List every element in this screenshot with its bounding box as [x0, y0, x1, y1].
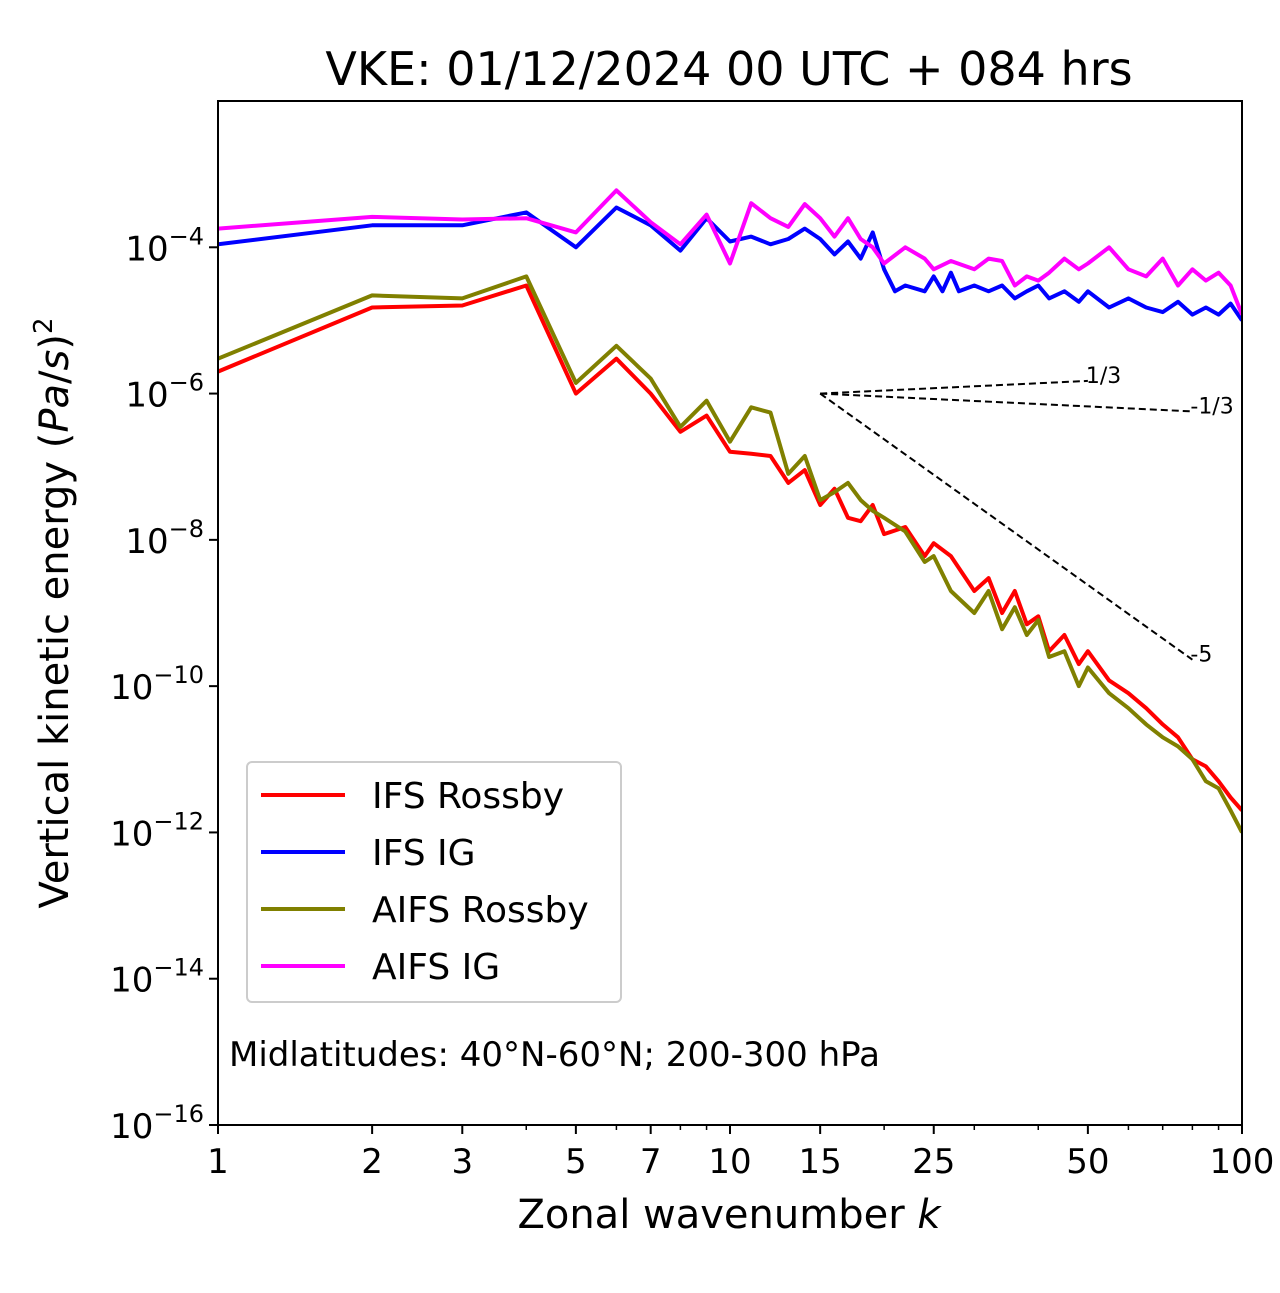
slope-line-2 [820, 392, 1193, 413]
legend-label-aifs-rossby: AIFS Rossby [372, 890, 589, 931]
x-tick-label: 2 [361, 1142, 383, 1182]
x-axis-title: Zonal wavenumber k [517, 1192, 942, 1238]
series-line-aifs-rossby [218, 274, 1242, 834]
x-tick-label: 7 [640, 1142, 662, 1182]
x-tick-label: 5 [565, 1142, 587, 1182]
legend-label-ifs-rossby: IFS Rossby [372, 776, 564, 817]
series-line-aifs-ig [218, 188, 1242, 316]
series-layer [218, 188, 1242, 834]
x-tick-label: 10 [708, 1142, 751, 1182]
y-tick-label: 10−8 [125, 515, 204, 562]
legend-frame [246, 761, 622, 1003]
legend-label-aifs-ig: AIFS IG [372, 947, 500, 988]
region-annotation: Midlatitudes: 40°N-60°N; 200-300 hPa [229, 1035, 880, 1075]
chart-title: VKE: 01/12/2024 00 UTC + 084 hrs [325, 42, 1132, 96]
reference-slopes: 1/3 -1/3 -5 [819, 364, 1234, 668]
series-line-ifs-rossby [218, 283, 1242, 812]
y-tick-label: 10−6 [125, 369, 204, 416]
slope-line-1 [820, 379, 1088, 395]
x-tick-label: 15 [799, 1142, 842, 1182]
y-tick-label: 10−12 [110, 807, 204, 854]
x-tick-label: 50 [1066, 1142, 1109, 1182]
series-line-ifs-ig [218, 205, 1242, 322]
legend-label-ifs-ig: IFS IG [372, 833, 476, 874]
slope-label-2: -1/3 [1190, 394, 1233, 419]
slope-label-3: -5 [1190, 643, 1212, 668]
x-axis-ticks: 1 2 3 5 7 10 15 25 50 100 [207, 1125, 1274, 1182]
x-tick-label: 1 [207, 1142, 229, 1182]
y-tick-label: 10−16 [110, 1100, 204, 1147]
y-tick-label: 10−4 [125, 222, 204, 269]
slope-label-1: 1/3 [1086, 364, 1121, 389]
x-tick-label: 3 [451, 1142, 473, 1182]
x-tick-label: 25 [912, 1142, 955, 1182]
y-tick-label: 10−14 [110, 954, 204, 1001]
y-tick-label: 10−10 [110, 661, 204, 708]
y-axis-title: Vertical kinetic energy (Pa/s)2 [29, 317, 78, 908]
y-axis-ticks: 10−16 10−14 10−12 10−10 10−8 10−6 10−4 [110, 222, 218, 1147]
legend: IFS Rossby IFS IG AIFS Rossby AIFS IG [246, 761, 622, 1003]
x-tick-label: 100 [1210, 1142, 1275, 1182]
